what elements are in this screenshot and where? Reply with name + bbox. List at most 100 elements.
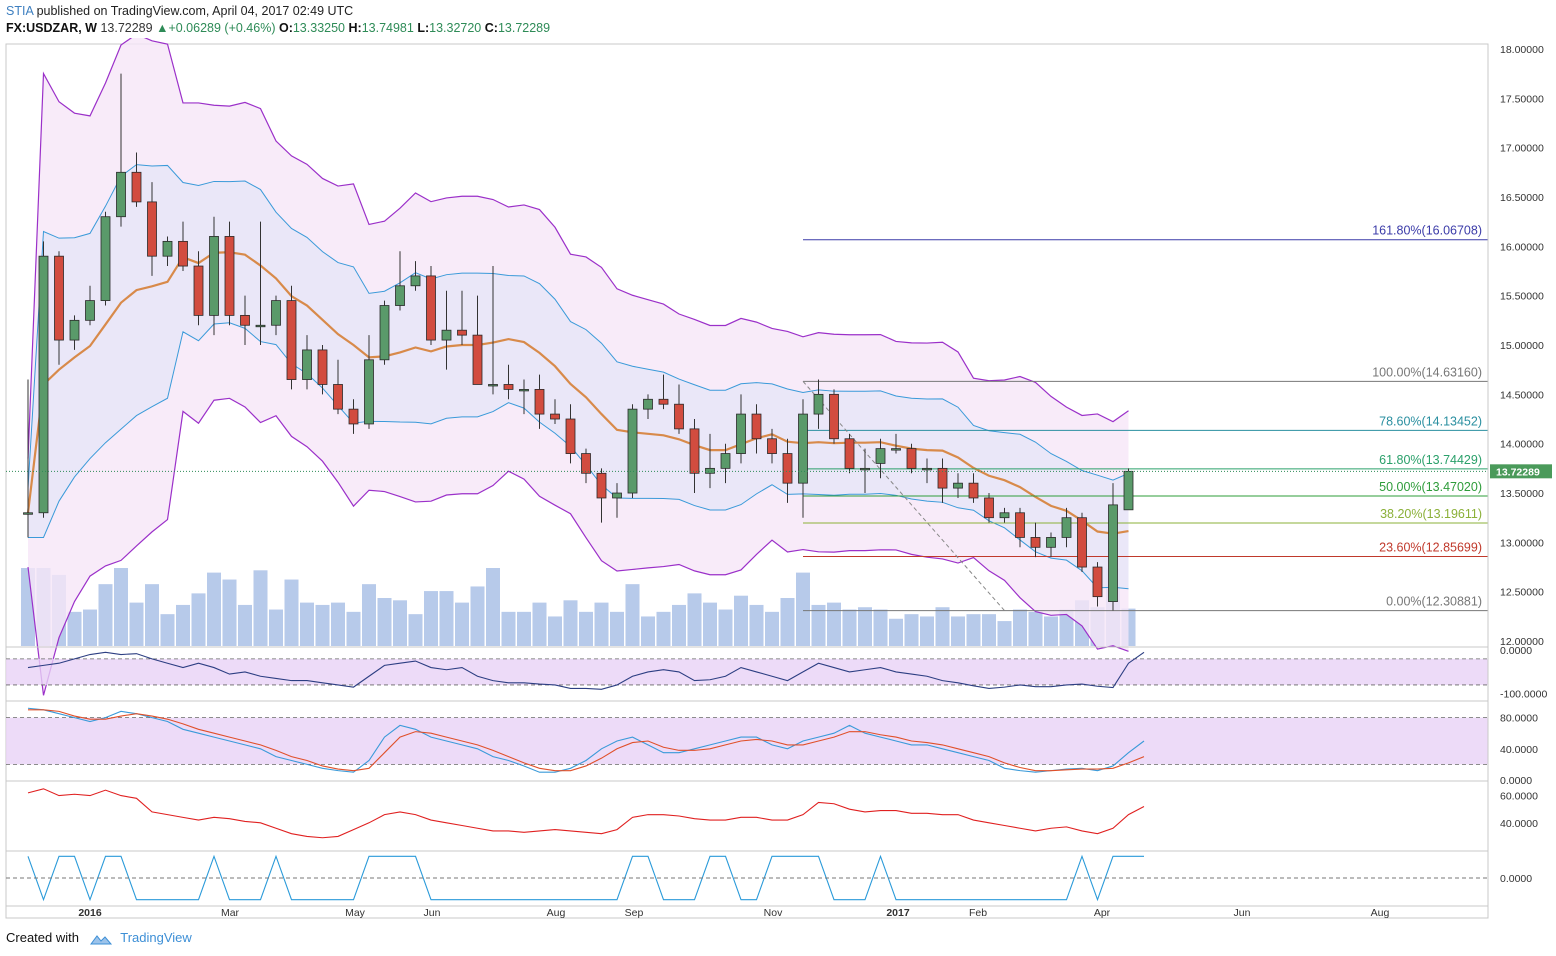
candle-down — [534, 389, 545, 415]
candle-down — [54, 255, 64, 341]
candle-down — [457, 329, 467, 336]
candle-up — [162, 240, 173, 257]
candle-up — [395, 285, 405, 306]
candle-up — [488, 384, 498, 387]
candle-up — [736, 413, 746, 454]
inner-upper-band — [27, 164, 1129, 489]
volume-bar — [889, 618, 903, 646]
candle-down — [937, 467, 948, 489]
fib-level-label: 78.60%(14.13452) — [1379, 414, 1482, 428]
volume-bar — [315, 604, 330, 646]
open-value: 13.33250 — [292, 21, 345, 35]
candle-down — [829, 393, 839, 440]
candle-down — [193, 265, 204, 316]
stochastic-d-line — [28, 709, 1145, 772]
volume-bar — [548, 616, 562, 646]
candle-down — [751, 413, 762, 440]
high-label: H: — [348, 21, 362, 35]
last-price: 13.72289 — [100, 21, 153, 35]
volume-bar — [176, 604, 190, 646]
fib-level-label: 161.80%(16.06708) — [1372, 224, 1482, 238]
volume-bar — [579, 611, 593, 646]
candle-down — [1077, 517, 1087, 568]
open-label: O: — [278, 21, 293, 35]
candle-down — [224, 236, 235, 316]
candle-up — [860, 467, 870, 471]
candle-up — [999, 512, 1010, 519]
close-value: 13.72289 — [497, 21, 551, 35]
candle-down — [767, 438, 777, 454]
volume-bar — [160, 614, 175, 646]
time-axis-label: Feb — [969, 907, 987, 919]
time-axis-label: Jun — [1234, 907, 1251, 919]
volume-bar — [439, 591, 454, 646]
volume-bar — [796, 572, 810, 646]
volume-bar — [672, 604, 686, 646]
candle-up — [410, 275, 421, 287]
time-axis-label: Aug — [1371, 907, 1390, 919]
candle-down — [581, 453, 591, 474]
created-with-text: Created with — [6, 930, 79, 945]
volume-bar — [982, 614, 996, 646]
footer: Created with TradingView — [6, 930, 192, 945]
candle-up — [891, 448, 901, 451]
time-axis-label: 2017 — [886, 907, 910, 919]
time-axis-label: May — [345, 907, 366, 919]
volume-bar — [656, 611, 671, 646]
volume-bar — [377, 598, 392, 646]
candle-down — [906, 448, 917, 469]
tradingview-link[interactable]: TradingView — [120, 930, 192, 945]
candle-down — [596, 472, 607, 499]
volume-bar — [703, 602, 717, 646]
candle-down — [426, 275, 436, 341]
volume-bar — [780, 598, 795, 646]
volume-bar — [1028, 611, 1043, 646]
candle-down — [844, 438, 855, 469]
volume-bar — [222, 579, 237, 646]
stochastic-axis-label: 80.0000 — [1500, 713, 1538, 725]
candle-up — [255, 324, 266, 328]
candle-up — [720, 453, 731, 469]
volume-bar — [253, 570, 268, 646]
candle-down — [782, 453, 793, 484]
candle-down — [984, 497, 994, 519]
publish-text: published on TradingView.com, April 04, … — [36, 4, 354, 18]
fib-level-label: 38.20%(13.19611) — [1380, 507, 1482, 521]
candle-down — [131, 171, 142, 203]
volume-bar — [501, 611, 516, 646]
chart-canvas[interactable]: 161.80%(16.06708) 100.00%(14.63160) 78.60%… — [0, 38, 1556, 924]
williams-r-band — [6, 658, 1488, 685]
price-tick-label: 15.00000 — [1500, 340, 1544, 352]
volume-bar — [238, 604, 252, 646]
candle-down — [240, 314, 250, 326]
symbol-label: FX:USDZAR, W — [6, 21, 97, 35]
price-tick-label: 12.50000 — [1500, 587, 1544, 599]
volume-bar — [610, 611, 624, 646]
volume-bar — [284, 579, 299, 646]
price-tick-label: 12.00000 — [1500, 636, 1544, 648]
change-arrow-icon: ▲ — [156, 21, 169, 35]
publisher-username[interactable]: STIA — [6, 4, 34, 18]
volume-bar — [129, 602, 144, 646]
fib-level-label: 100.00%(14.63160) — [1372, 365, 1482, 379]
volume-bar — [1044, 616, 1058, 646]
last-price-badge — [1490, 464, 1552, 479]
fib-level-label: 0.00%(12.30881) — [1386, 595, 1482, 609]
volume-bar — [842, 609, 857, 646]
signal-axis-label: 0.0000 — [1500, 873, 1532, 885]
volume-bar — [765, 611, 779, 646]
candle-up — [364, 359, 374, 425]
candle-down — [1030, 537, 1041, 548]
volume-bar — [935, 607, 950, 646]
tradingview-cloud-icon — [89, 934, 112, 945]
candle-up — [209, 236, 219, 316]
volume-bar — [83, 609, 97, 646]
volume-bar — [346, 611, 361, 646]
close-label: C: — [484, 21, 498, 35]
time-axis-label: Nov — [764, 907, 783, 919]
price-change: +0.06289 (+0.46%) — [168, 21, 276, 35]
volume-bar — [594, 602, 609, 646]
rsi-line — [27, 788, 1145, 839]
inner-band-fill — [28, 164, 1129, 589]
candle-up — [627, 408, 638, 494]
